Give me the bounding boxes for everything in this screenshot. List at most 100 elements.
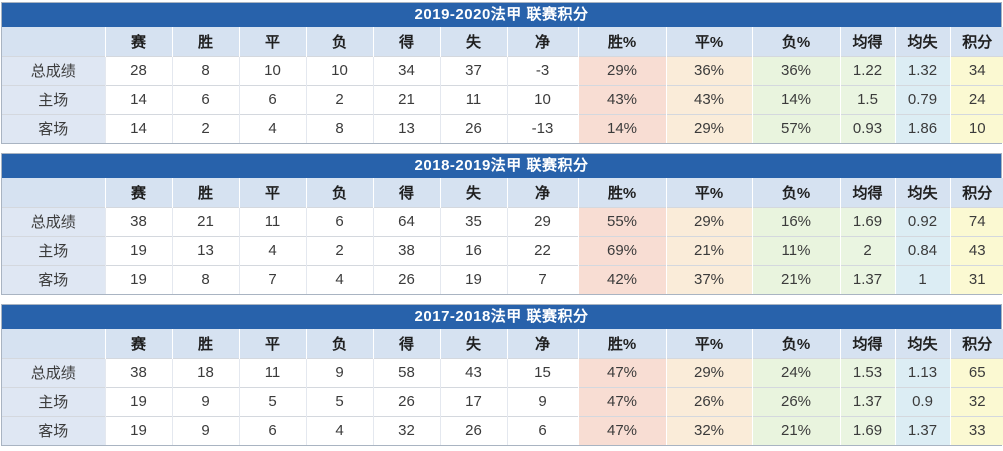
- cell-goal_diff: 9: [506, 386, 578, 416]
- column-header-avg_for: 均得: [839, 329, 895, 358]
- cell-goals_for: 38: [372, 235, 440, 265]
- cell-avg_against: 0.84: [894, 235, 950, 265]
- column-header-avg_against: 均失: [894, 329, 950, 358]
- cell-avg_for: 2: [839, 235, 895, 265]
- column-header-losses: 负: [305, 27, 373, 56]
- cell-losses: 2: [305, 235, 373, 265]
- cell-draws: 4: [238, 113, 306, 143]
- cell-draw_pct: 21%: [665, 235, 752, 265]
- row-label: 总成绩: [2, 55, 105, 85]
- cell-goals_for: 21: [372, 84, 440, 114]
- cell-draws: 4: [238, 235, 306, 265]
- cell-goals_against: 17: [439, 386, 507, 416]
- cell-goals_against: 11: [439, 84, 507, 114]
- cell-goals_against: 26: [439, 415, 507, 445]
- table-row: 主场 19 13 4 2 38 16 22 69% 21% 11% 2 0.84 43: [2, 235, 1003, 265]
- column-header-loss_pct: 负%: [751, 329, 840, 358]
- column-header-draws: 平: [238, 27, 306, 56]
- cell-loss_pct: 11%: [751, 235, 840, 265]
- column-header-blank: [2, 329, 105, 358]
- cell-win_pct: 69%: [577, 235, 666, 265]
- cell-games: 38: [104, 206, 172, 236]
- cell-wins: 18: [171, 357, 239, 387]
- cell-draw_pct: 26%: [665, 386, 752, 416]
- cell-games: 38: [104, 357, 172, 387]
- cell-loss_pct: 21%: [751, 264, 840, 294]
- cell-points: 65: [949, 357, 1003, 387]
- table-row: 主场 14 6 6 2 21 11 10 43% 43% 14% 1.5 0.79 24: [2, 84, 1003, 114]
- cell-avg_for: 1.69: [839, 206, 895, 236]
- cell-losses: 6: [305, 206, 373, 236]
- cell-goals_against: 43: [439, 357, 507, 387]
- cell-draws: 7: [238, 264, 306, 294]
- cell-goal_diff: 15: [506, 357, 578, 387]
- header-row: 赛胜平负得失净胜% 平% 负% 均得 均失 积分: [2, 27, 1003, 56]
- row-label: 总成绩: [2, 206, 105, 236]
- cell-draw_pct: 36%: [665, 55, 752, 85]
- table-title: 2017-2018法甲 联赛积分: [2, 305, 1001, 329]
- cell-goals_against: 26: [439, 113, 507, 143]
- cell-avg_for: 1.69: [839, 415, 895, 445]
- cell-points: 33: [949, 415, 1003, 445]
- cell-wins: 9: [171, 415, 239, 445]
- cell-wins: 8: [171, 55, 239, 85]
- cell-draws: 11: [238, 206, 306, 236]
- cell-avg_against: 1: [894, 264, 950, 294]
- column-header-draws: 平: [238, 178, 306, 207]
- cell-goal_diff: 29: [506, 206, 578, 236]
- cell-loss_pct: 24%: [751, 357, 840, 387]
- cell-avg_against: 1.86: [894, 113, 950, 143]
- row-label: 主场: [2, 84, 105, 114]
- table-row: 总成绩 38 21 11 6 64 35 29 55% 29% 16% 1.69 0.92 74: [2, 206, 1003, 236]
- column-header-blank: [2, 27, 105, 56]
- cell-goals_against: 16: [439, 235, 507, 265]
- cell-goal_diff: -3: [506, 55, 578, 85]
- cell-goals_against: 37: [439, 55, 507, 85]
- cell-avg_against: 0.92: [894, 206, 950, 236]
- season-table: 2018-2019法甲 联赛积分 赛胜平负得失净胜% 平% 负% 均得 均失 积分 总成绩…: [1, 153, 1003, 295]
- column-header-wins: 胜: [171, 329, 239, 358]
- cell-goals_for: 34: [372, 55, 440, 85]
- column-header-win_pct: 胜%: [577, 178, 666, 207]
- cell-draw_pct: 29%: [665, 113, 752, 143]
- cell-loss_pct: 14%: [751, 84, 840, 114]
- table-row: 客场 19 8 7 4 26 19 7 42% 37% 21% 1.37 1 31: [2, 264, 1003, 294]
- cell-avg_against: 0.79: [894, 84, 950, 114]
- row-label: 客场: [2, 264, 105, 294]
- table-body: 总成绩 28 8 10 10 34 37 -3 29% 36% 36% 1.22 1.32 34 主场 14 6…: [2, 55, 1003, 143]
- column-header-points: 积分: [949, 178, 1003, 207]
- cell-win_pct: 47%: [577, 357, 666, 387]
- table-head: 赛胜平负得失净胜% 平% 负% 均得 均失 积分: [2, 329, 1003, 358]
- cell-win_pct: 47%: [577, 386, 666, 416]
- column-header-avg_against: 均失: [894, 178, 950, 207]
- cell-avg_for: 1.22: [839, 55, 895, 85]
- cell-draw_pct: 29%: [665, 357, 752, 387]
- cell-games: 19: [104, 386, 172, 416]
- column-header-games: 赛: [104, 329, 172, 358]
- column-header-wins: 胜: [171, 178, 239, 207]
- cell-win_pct: 55%: [577, 206, 666, 236]
- cell-points: 34: [949, 55, 1003, 85]
- column-header-goal_diff: 净: [506, 329, 578, 358]
- stats-table: 赛胜平负得失净胜% 平% 负% 均得 均失 积分 总成绩 38 18 11 9 58 43 15 47% 2…: [2, 329, 1003, 445]
- cell-win_pct: 42%: [577, 264, 666, 294]
- column-header-games: 赛: [104, 27, 172, 56]
- cell-goals_for: 26: [372, 386, 440, 416]
- stats-table: 赛胜平负得失净胜% 平% 负% 均得 均失 积分 总成绩 28 8 10 10 34 37 -3 29% 3…: [2, 27, 1003, 143]
- cell-points: 32: [949, 386, 1003, 416]
- table-row: 总成绩 28 8 10 10 34 37 -3 29% 36% 36% 1.22 1.32 34: [2, 55, 1003, 85]
- table-row: 主场 19 9 5 5 26 17 9 47% 26% 26% 1.37 0.9 32: [2, 386, 1003, 416]
- cell-draws: 11: [238, 357, 306, 387]
- table-title: 2018-2019法甲 联赛积分: [2, 154, 1001, 178]
- column-header-goals_against: 失: [439, 178, 507, 207]
- column-header-points: 积分: [949, 329, 1003, 358]
- cell-loss_pct: 21%: [751, 415, 840, 445]
- cell-goal_diff: -13: [506, 113, 578, 143]
- cell-avg_for: 1.37: [839, 264, 895, 294]
- cell-avg_against: 1.37: [894, 415, 950, 445]
- row-label: 客场: [2, 415, 105, 445]
- cell-avg_for: 1.5: [839, 84, 895, 114]
- column-header-goal_diff: 净: [506, 27, 578, 56]
- cell-wins: 13: [171, 235, 239, 265]
